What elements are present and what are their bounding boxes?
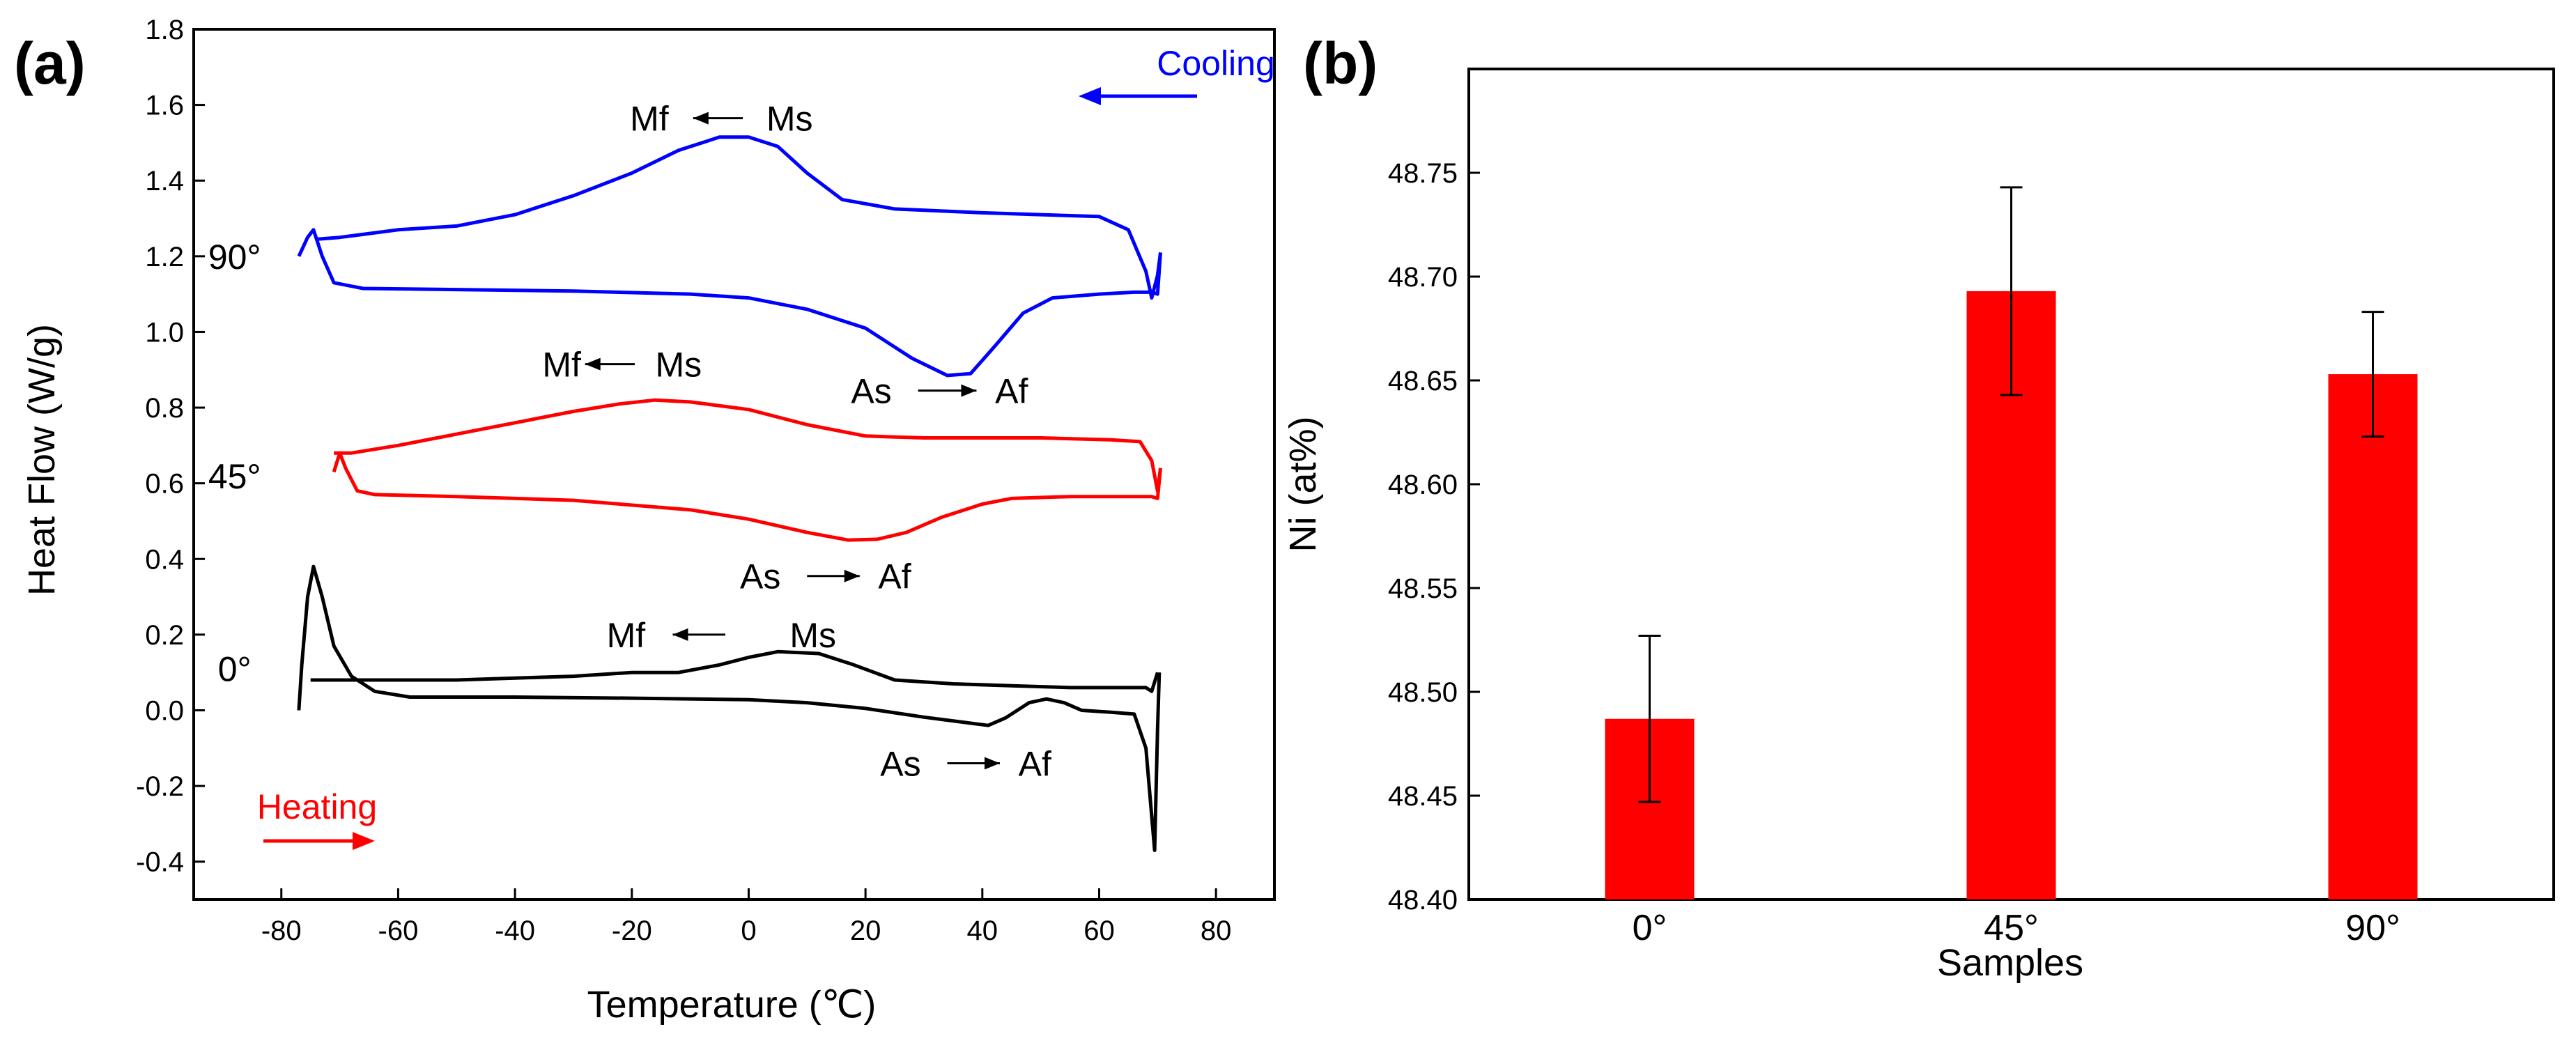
y-tick-label-b: 48.40 (1388, 885, 1458, 915)
x-axis-a: -80 -60 -40 -20 0 20 40 60 80 (261, 888, 1232, 946)
y-tick-label-a: 1.4 (145, 166, 184, 196)
panel-label-b: (b) (1303, 31, 1378, 96)
annotation-end-label: Af (1019, 745, 1051, 784)
curve-heating-1 (332, 451, 1162, 542)
category-label-2: 90° (2345, 908, 2400, 948)
y-tick-label-b: 48.55 (1388, 573, 1458, 604)
annotation-start-label: Mf (630, 100, 669, 139)
x-tick-label-a: -40 (495, 915, 535, 946)
annotation-end-label: Ms (656, 346, 702, 385)
x-tick-label-a: 20 (850, 915, 881, 946)
curve-label: 0° (218, 650, 252, 689)
y-tick-label-a: 0.2 (145, 620, 184, 651)
bar-2 (2328, 374, 2418, 899)
category-label-1: 45° (1984, 908, 2039, 948)
x-tick-label-a: 40 (967, 915, 998, 946)
x-tick-label-a: -60 (378, 915, 419, 946)
y-axis-b: 48.40 48.45 48.50 48.55 48.60 48.65 48.70 48.75 (1388, 158, 1480, 915)
y-tick-label-b: 48.70 (1388, 262, 1458, 293)
y-tick-label-b: 48.50 (1388, 677, 1458, 708)
x-tick-label-a: -80 (261, 915, 302, 946)
y-tick-label-a: 0.6 (145, 469, 184, 500)
y-tick-label-a: 0.0 (145, 695, 184, 726)
curve-cooling-1 (334, 398, 1162, 493)
curve-heating-2 (297, 228, 1162, 378)
annotation-start-label: As (880, 745, 920, 784)
panel-label-a: (a) (14, 31, 86, 96)
cooling-arrow-head (1079, 87, 1101, 105)
heating-arrow-head (353, 832, 375, 850)
annotation-arrow-head (672, 628, 688, 641)
cooling-label: Cooling (1157, 44, 1275, 83)
y-tick-label-b: 48.60 (1388, 470, 1458, 500)
y-tick-label-a: 1.2 (145, 242, 184, 272)
x-tick-label-a: 0 (741, 915, 756, 946)
y-tick-label-a: -0.4 (136, 847, 184, 878)
y-tick-label-a: 1.8 (145, 15, 184, 45)
annotation-end-label: Af (995, 372, 1028, 411)
x-axis-label-b: Samples (1937, 942, 2083, 984)
annotation-start-label: As (740, 557, 780, 596)
y-tick-label-b: 48.75 (1388, 158, 1458, 189)
curve-label: 90° (208, 238, 261, 277)
y-axis-a: -0.4 -0.2 0.0 0.2 0.4 0.6 0.8 1.0 1.2 1.4 1.6 1.8 (136, 15, 205, 878)
curve-label: 45° (208, 457, 261, 496)
y-tick-label-a: -0.2 (136, 771, 184, 802)
x-tick-label-a: 80 (1201, 915, 1232, 946)
y-tick-label-b: 48.65 (1388, 366, 1458, 396)
plot-frame-a (192, 28, 1276, 901)
y-axis-label-a: Heat Flow (W/g) (21, 324, 63, 596)
heating-label: Heating (257, 787, 377, 826)
curves-a (297, 135, 1162, 852)
curve-cooling-0 (310, 649, 1159, 693)
x-axis-label-a: Temperature (℃) (587, 984, 877, 1026)
annotation-start-label: As (851, 372, 891, 411)
annotation-start-label: Mf (542, 346, 581, 385)
y-axis-label-b: Ni (at%) (1282, 416, 1324, 552)
chart-b: (b) 48.4048.4548.5048.5548.6048.6548.704… (1282, 31, 2555, 984)
annotation-end-label: Ms (789, 616, 836, 655)
bars-b: 0° 45° 90° (1605, 186, 2418, 948)
curve-heating-0 (297, 564, 1162, 852)
annotation-end-label: Af (878, 557, 911, 596)
annotation-arrow-head (961, 384, 977, 397)
annotation-arrow-head (844, 569, 860, 582)
annotation-arrow-head (984, 757, 1000, 770)
category-label-0: 0° (1633, 908, 1667, 948)
y-tick-label-a: 1.6 (145, 91, 184, 121)
annotation-arrow-head (693, 111, 709, 125)
annotation-start-label: Mf (607, 616, 646, 655)
x-tick-label-a: -20 (612, 915, 652, 946)
y-tick-label-b: 48.45 (1388, 781, 1458, 812)
y-tick-label-a: 0.8 (145, 393, 184, 424)
y-tick-label-a: 0.4 (145, 544, 184, 575)
annotation-end-label: Ms (766, 100, 813, 139)
y-tick-label-a: 1.0 (145, 317, 184, 348)
annotation-arrow-head (585, 357, 601, 371)
curve-cooling-2 (316, 135, 1162, 300)
chart-a: (a) -0.4 -0.2 0.0 0.2 0.4 0.6 0.8 1.0 1.2 1.4 1.6 1… (14, 15, 1276, 1026)
x-tick-label-a: 60 (1083, 915, 1115, 946)
